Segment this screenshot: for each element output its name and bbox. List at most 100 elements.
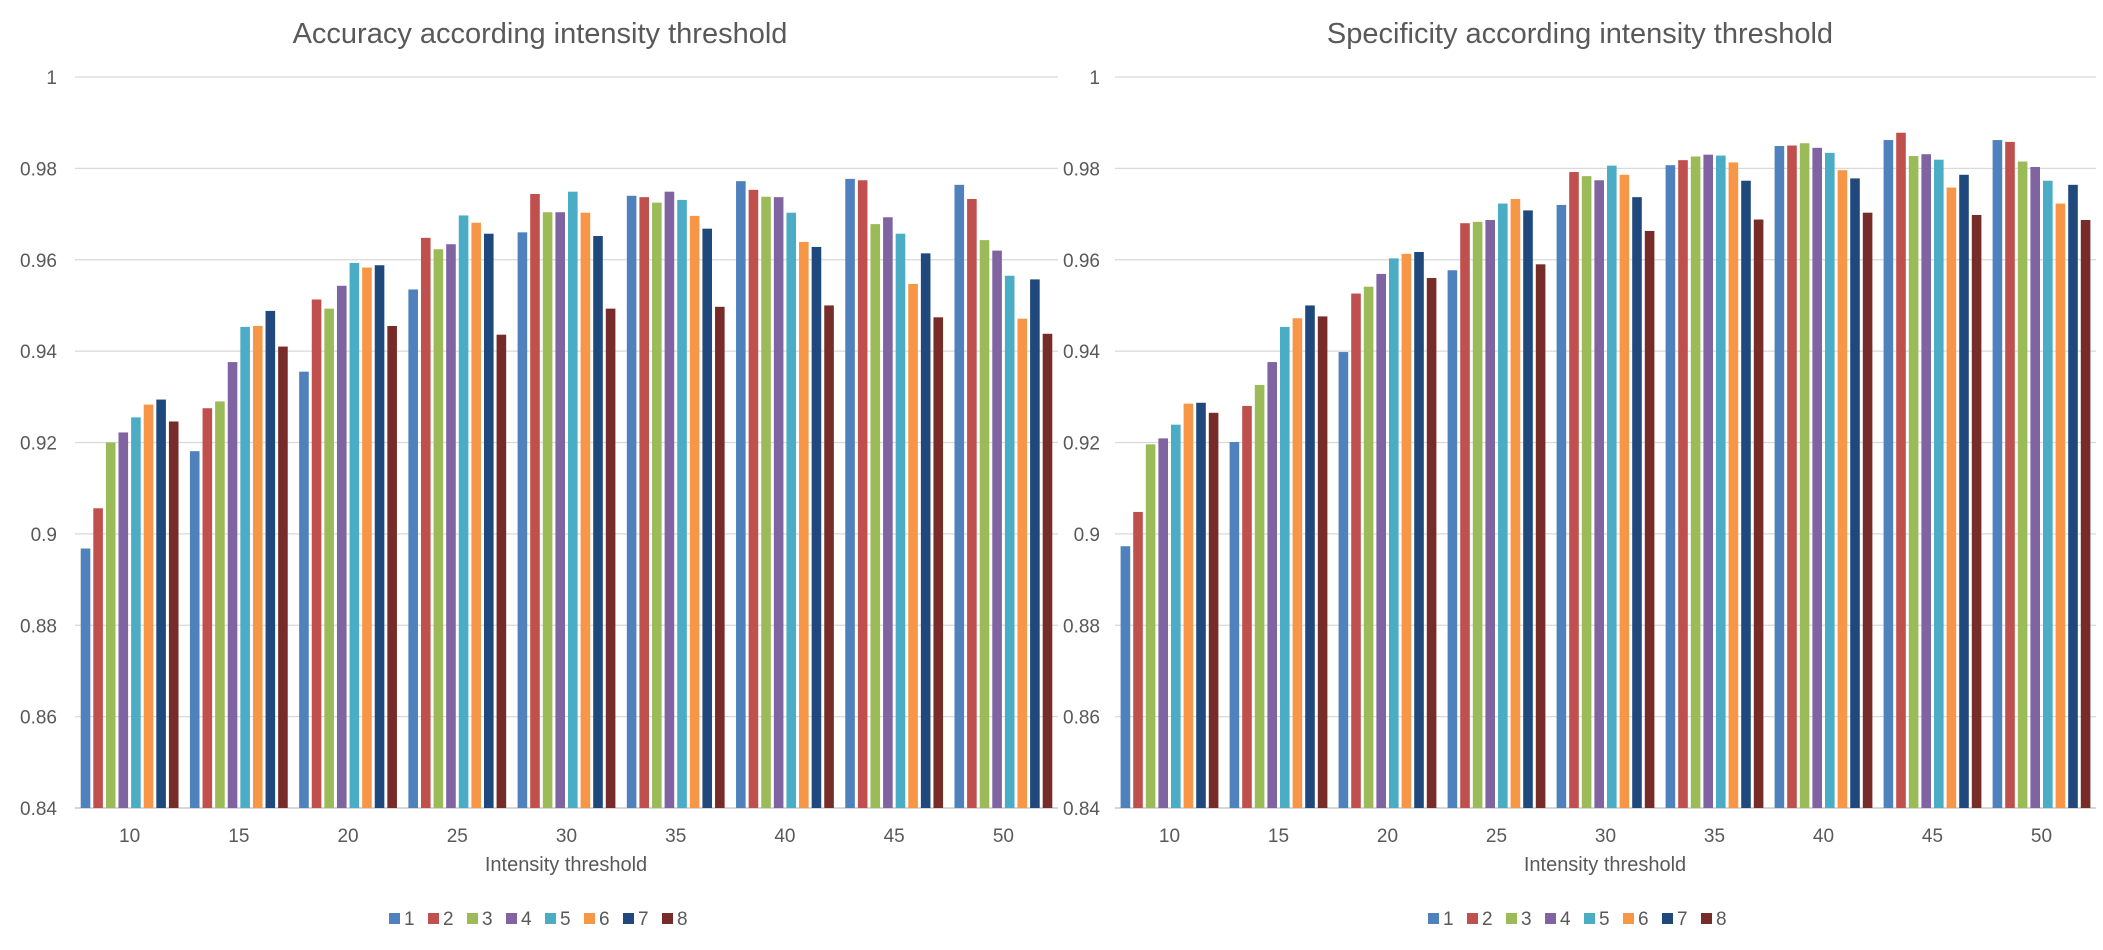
chart-2-bar-series-5-cat-45 (1934, 159, 1944, 808)
chart-1-bar-series-3-cat-30 (542, 212, 553, 809)
chart-2-bar-series-7-cat-15 (1305, 305, 1315, 808)
chart-1-bar-series-5-cat-30 (568, 191, 578, 808)
chart-1-bar-series-1-cat-45 (845, 178, 855, 808)
chart-2-legend-label-6: 6 (1638, 909, 1649, 930)
chart-2-y-tick-label: 1 (1089, 68, 1100, 89)
chart-1-bar-series-2-cat-40 (748, 189, 759, 808)
chart-2-bar-series-6-cat-10 (1183, 403, 1194, 808)
chart-2-bar-series-2-cat-50 (2005, 141, 2015, 809)
chart-1-bar-series-3-cat-40 (761, 196, 771, 809)
chart-2-x-tick-label: 25 (1486, 826, 1507, 847)
chart-1-legend-swatch-3 (467, 913, 478, 924)
chart-1-bar-series-5-cat-20 (349, 262, 360, 808)
chart-2-bar-series-7-cat-10 (1196, 402, 1206, 808)
chart-1-bar-series-1-cat-50 (954, 184, 965, 808)
chart-1-y-tick-label: 0.98 (20, 159, 57, 180)
chart-1-bar-series-8-cat-10 (168, 421, 179, 808)
chart-1-bar-series-4-cat-50 (992, 250, 1002, 809)
chart-1-legend-label-4: 4 (521, 909, 532, 930)
chart-2-bar-series-2-cat-45 (1896, 132, 1906, 808)
chart-2-bar-series-6-cat-30 (1619, 174, 1630, 809)
chart-1-bar-series-7-cat-50 (1030, 279, 1040, 808)
chart-2-legend-label-5: 5 (1599, 909, 1610, 930)
chart-1-x-tick-label: 30 (556, 826, 577, 847)
chart-1-bar-series-4-cat-45 (883, 217, 893, 808)
chart-1-bar-series-8-cat-25 (496, 334, 507, 808)
chart-1-legend-swatch-4 (506, 913, 517, 924)
chart-1-bar-series-2-cat-30 (530, 193, 540, 808)
chart-2-legend: 1 2 3 4 5 6 7 8 (1428, 909, 1727, 930)
chart-1-bar-series-1-cat-30 (517, 232, 528, 808)
chart-1-bar-series-4-cat-20 (336, 285, 347, 808)
chart-1-bar-series-4-cat-35 (664, 191, 675, 808)
chart-2-legend-swatch-1 (1428, 913, 1439, 924)
chart-1-bar-series-2-cat-20 (311, 299, 322, 808)
chart-2-x-tick-label: 30 (1595, 826, 1616, 847)
chart-1-y-tick-label: 0.86 (20, 708, 57, 729)
chart-1-x-tick-label: 50 (993, 826, 1014, 847)
chart-2-bar-series-7-cat-45 (1959, 174, 1969, 809)
chart-1-legend-swatch-1 (389, 913, 400, 924)
chart-2-y-tick-label: 0.9 (1074, 525, 1100, 546)
chart-1-bar-series-1-cat-20 (299, 371, 309, 808)
chart-1-bar-series-3-cat-25 (433, 249, 444, 808)
chart-2-bar-series-7-cat-35 (1741, 180, 1751, 808)
chart-1-bar-series-8-cat-20 (387, 325, 397, 808)
chart-2-bar-series-8-cat-45 (1971, 214, 1982, 808)
chart-2-legend-swatch-5 (1584, 913, 1595, 924)
chart-1-bar-series-7-cat-15 (265, 310, 276, 808)
chart-2-y-tick-label: 0.98 (1063, 159, 1100, 180)
chart-2-x-tick-label: 20 (1377, 826, 1398, 847)
chart-2-bar-series-1-cat-35 (1665, 165, 1676, 808)
chart-2-bar-series-1-cat-20 (1338, 352, 1349, 808)
chart-2-bar-series-8-cat-30 (1644, 230, 1655, 809)
chart-2-legend-label-1: 1 (1443, 909, 1454, 930)
chart-2-bar-series-5-cat-40 (1825, 152, 1835, 808)
chart-2-bar-series-1-cat-45 (1883, 140, 1894, 808)
chart-2-x-tick-label: 40 (1813, 826, 1834, 847)
chart-2-bar-series-4-cat-25 (1485, 220, 1495, 808)
chart-2-x-tick-label: 10 (1159, 826, 1180, 847)
chart-2-y-tick-label: 0.84 (1063, 799, 1100, 820)
chart-2-bar-series-3-cat-40 (1799, 143, 1810, 808)
chart-1-bar-series-7-cat-20 (374, 265, 385, 808)
chart-1-title: Accuracy according intensity threshold (293, 18, 788, 50)
chart-2-bar-series-3-cat-15 (1254, 384, 1265, 808)
chart-2-bar-series-4-cat-30 (1594, 180, 1604, 808)
chart-2-bar-series-7-cat-20 (1414, 251, 1424, 808)
chart-1-bar-series-5-cat-40 (786, 212, 797, 808)
chart-2-bar-series-1-cat-50 (1992, 140, 2003, 808)
chart-1-bar-series-1-cat-35 (626, 195, 637, 809)
chart-1-y-tick-label: 0.88 (20, 616, 57, 637)
chart-2-bar-series-5-cat-10 (1171, 424, 1181, 808)
chart-1-bar-series-6-cat-10 (143, 404, 154, 808)
chart-1-bar-series-7-cat-35 (702, 228, 713, 808)
chart-2-bar-series-2-cat-35 (1678, 160, 1688, 808)
chart-1-x-tick-label: 45 (884, 826, 905, 847)
chart-2-legend-label-7: 7 (1677, 909, 1688, 930)
chart-2-bar-series-2-cat-20 (1351, 293, 1361, 809)
chart-1-bar-series-3-cat-50 (979, 240, 990, 808)
chart-1-bar-series-1-cat-25 (408, 289, 418, 808)
chart-1-bar-series-3-cat-10 (105, 442, 116, 808)
chart-1-bar-series-2-cat-10 (93, 508, 103, 808)
chart-1-bar-series-7-cat-45 (920, 253, 931, 808)
chart-1-x-axis-label: Intensity threshold (485, 854, 647, 876)
chart-2-bar-series-4-cat-10 (1158, 438, 1168, 808)
chart-1-bar-series-3-cat-45 (870, 224, 881, 808)
chart-2-bar-series-3-cat-50 (2017, 161, 2028, 809)
chart-2-bar-series-2-cat-10 (1133, 511, 1143, 808)
chart-1-legend-label-3: 3 (482, 909, 493, 930)
chart-1-legend-swatch-5 (545, 913, 556, 924)
chart-2-bar-series-7-cat-30 (1632, 197, 1642, 808)
chart-1-bar-series-1-cat-10 (80, 548, 91, 808)
chart-1-bar-series-6-cat-40 (799, 241, 809, 808)
chart-1-legend-label-8: 8 (677, 909, 688, 930)
chart-2-y-tick-label: 0.88 (1063, 616, 1100, 637)
chart-2-bar-series-8-cat-20 (1426, 278, 1437, 808)
chart-1-bar-series-6-cat-35 (689, 215, 700, 808)
chart-2-bar-series-3-cat-10 (1145, 444, 1156, 808)
chart-2-x-tick-label: 45 (1922, 826, 1943, 847)
